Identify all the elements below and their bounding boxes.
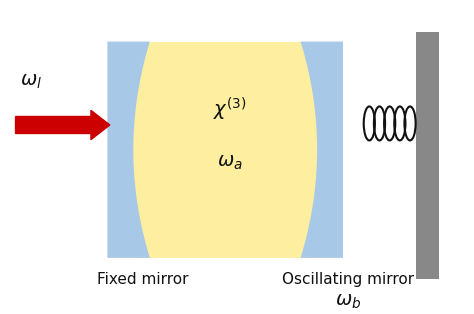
Polygon shape xyxy=(301,41,343,258)
Polygon shape xyxy=(108,41,150,258)
Text: $\chi^{(3)}$: $\chi^{(3)}$ xyxy=(213,96,246,123)
Text: Oscillating mirror: Oscillating mirror xyxy=(282,272,414,287)
Bar xyxy=(133,41,317,258)
Text: Fixed mirror: Fixed mirror xyxy=(97,272,189,287)
Bar xyxy=(416,32,438,279)
Text: $\omega_a$: $\omega_a$ xyxy=(217,153,243,171)
Text: $\omega_l$: $\omega_l$ xyxy=(20,72,42,91)
FancyArrow shape xyxy=(16,110,110,140)
Text: $\omega_b$: $\omega_b$ xyxy=(335,292,361,311)
